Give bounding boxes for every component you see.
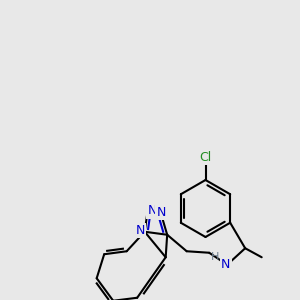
Text: H: H	[211, 252, 219, 262]
Text: N: N	[221, 258, 230, 271]
Text: N: N	[136, 224, 145, 237]
Text: N: N	[148, 204, 157, 217]
Text: Cl: Cl	[200, 151, 211, 164]
Text: N: N	[157, 206, 166, 219]
